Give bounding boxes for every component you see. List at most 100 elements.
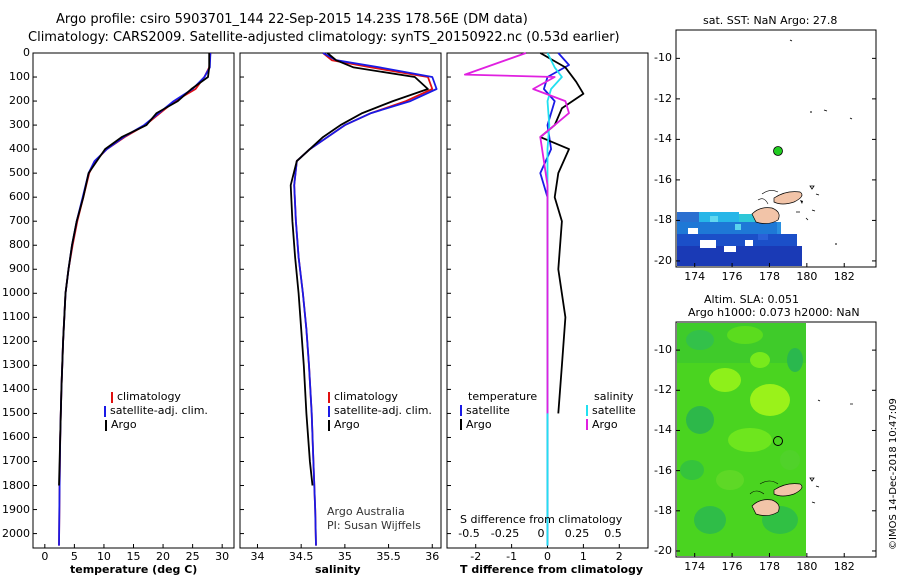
legend-satellite-adj: satellite-adj. clim. [110, 404, 208, 417]
sla-float-marker [773, 436, 783, 446]
map-y-tick-label: -10 [654, 51, 672, 65]
map-y-tick-label: -14 [654, 132, 672, 146]
credit-line1: Argo Australia [327, 505, 405, 518]
legend-swatch-temp-argo [460, 419, 462, 430]
sla-island-vanualevu [773, 483, 803, 497]
x-tick-label: 1 [579, 550, 587, 563]
x-tick-label: -1 [506, 550, 518, 563]
secondary-tick-label: -0.5 [458, 527, 480, 540]
depth-tick-label: 900 [9, 262, 30, 276]
depth-tick-label: 1300 [2, 358, 30, 372]
diff-legend-temperature: temperature [468, 390, 538, 403]
depth-tick-label: 1700 [2, 454, 30, 468]
map-x-tick-label: 174 [684, 560, 706, 573]
sla-island-vitilevu [751, 499, 780, 516]
sla-map-title-2: Argo h1000: 0.073 h2000: NaN [688, 306, 860, 319]
map-y-tick-label: -16 [654, 172, 672, 186]
x-tick-label: 34.5 [288, 550, 314, 563]
legend-swatch-sal-sat [586, 405, 588, 416]
series-difference-profile-salinity-satellite [546, 52, 563, 546]
map-y-tick-label: -10 [654, 343, 672, 357]
depth-tick-label: 1000 [2, 286, 30, 300]
x-tick-label: -2 [470, 550, 482, 563]
salinity-axis-label: salinity [315, 563, 361, 576]
depth-tick-label: 700 [9, 214, 30, 228]
map-y-tick-label: -14 [654, 423, 672, 437]
series-difference-profile-salinity-argo [463, 52, 570, 414]
x-tick-label: 30 [215, 550, 230, 563]
figure-title-line2: Climatology: CARS2009. Satellite-adjuste… [28, 30, 620, 45]
diff-legend-sal-satellite: satellite [592, 404, 636, 417]
x-tick-label: 10 [96, 550, 111, 563]
secondary-tick-label: -0.25 [490, 527, 520, 540]
temperature-panel-frame [32, 52, 235, 549]
legend-climatology-sal: climatology [334, 390, 398, 403]
series-temperature-profile-argo [58, 53, 211, 486]
diff-legend-temp-satellite: satellite [466, 404, 510, 417]
depth-tick-label: 200 [9, 94, 30, 108]
series-difference-profile-temperature-argo [539, 52, 585, 414]
series-salinity-profile-argo [289, 52, 429, 486]
series-difference-profile-temperature-satellite [539, 52, 570, 546]
depth-tick-label: 2000 [2, 526, 30, 540]
secondary-tick-label: 0.5 [604, 527, 622, 540]
x-tick-label: 15 [126, 550, 141, 563]
depth-tick-label: 1100 [2, 310, 30, 324]
map-x-tick-label: 174 [684, 270, 706, 283]
map-x-tick-label: 176 [721, 560, 743, 573]
x-tick-label: 25 [185, 550, 200, 563]
legend-argo: Argo [111, 418, 137, 431]
map-x-tick-label: 178 [758, 270, 780, 283]
map-y-tick-label: -20 [654, 253, 672, 267]
legend-climatology: climatology [117, 390, 181, 403]
series-salinity-profile-satellite-adj-clim- [293, 52, 438, 546]
imos-watermark: ©IMOS 14-Dec-2018 10:47:09 [888, 398, 899, 550]
map-x-tick-label: 178 [758, 560, 780, 573]
map-x-tick-label: 182 [833, 560, 855, 573]
legend-swatch-argo [105, 420, 107, 431]
legend-argo-sal: Argo [334, 418, 360, 431]
depth-tick-label: 1500 [2, 406, 30, 420]
secondary-tick-label: 0 [537, 527, 545, 540]
sla-map-content [677, 323, 875, 556]
sst-pixels [677, 212, 802, 266]
legend-swatch-satellite [104, 406, 106, 417]
legend-satellite-adj-sal: satellite-adj. clim. [334, 404, 432, 417]
salinity-panel-frame [239, 52, 442, 549]
depth-tick-label: 600 [9, 190, 30, 204]
map-y-tick-label: -16 [654, 463, 672, 477]
depth-tick-label: 400 [9, 142, 30, 156]
depth-tick-label: 0 [23, 46, 30, 59]
x-tick-label: 2 [615, 550, 623, 563]
map-y-tick-label: -18 [654, 503, 672, 517]
x-tick-label: 34 [250, 550, 265, 563]
x-tick-label: 0 [41, 550, 49, 563]
s-difference-label: S difference from climatology [460, 513, 623, 526]
legend-swatch-argo-sal [328, 420, 330, 431]
legend-swatch-climatology [111, 392, 113, 403]
figure-title-line1: Argo profile: csiro 5903701_144 22-Sep-2… [56, 12, 528, 27]
map-y-tick-label: -18 [654, 213, 672, 227]
series-salinity-profile-climatology [293, 52, 434, 546]
diff-legend-sal-argo: Argo [592, 418, 618, 431]
depth-tick-label: 500 [9, 166, 30, 180]
x-tick-label: 36 [425, 550, 440, 563]
series-temperature-profile-satellite-adj-clim- [58, 52, 212, 546]
legend-swatch-climatology-sal [328, 392, 330, 403]
depth-tick-label: 1200 [2, 334, 30, 348]
sst-float-marker [773, 146, 783, 156]
map-y-tick-label: -20 [654, 543, 672, 557]
sst-map-title: sat. SST: NaN Argo: 27.8 [703, 14, 838, 27]
map-y-tick-label: -12 [654, 383, 672, 397]
x-tick-label: 35.5 [376, 550, 401, 563]
sst-island-vanualevu [773, 191, 803, 205]
sst-island-vitilevu [751, 207, 780, 224]
difference-axis-label: T difference from climatology [460, 563, 644, 576]
legend-swatch-satellite-sal [328, 406, 330, 417]
x-tick-label: 20 [156, 550, 171, 563]
depth-tick-label: 1600 [2, 430, 30, 444]
map-x-tick-label: 182 [833, 270, 855, 283]
sla-map-title-1: Altim. SLA: 0.051 [704, 293, 800, 306]
map-x-tick-label: 180 [796, 270, 818, 283]
